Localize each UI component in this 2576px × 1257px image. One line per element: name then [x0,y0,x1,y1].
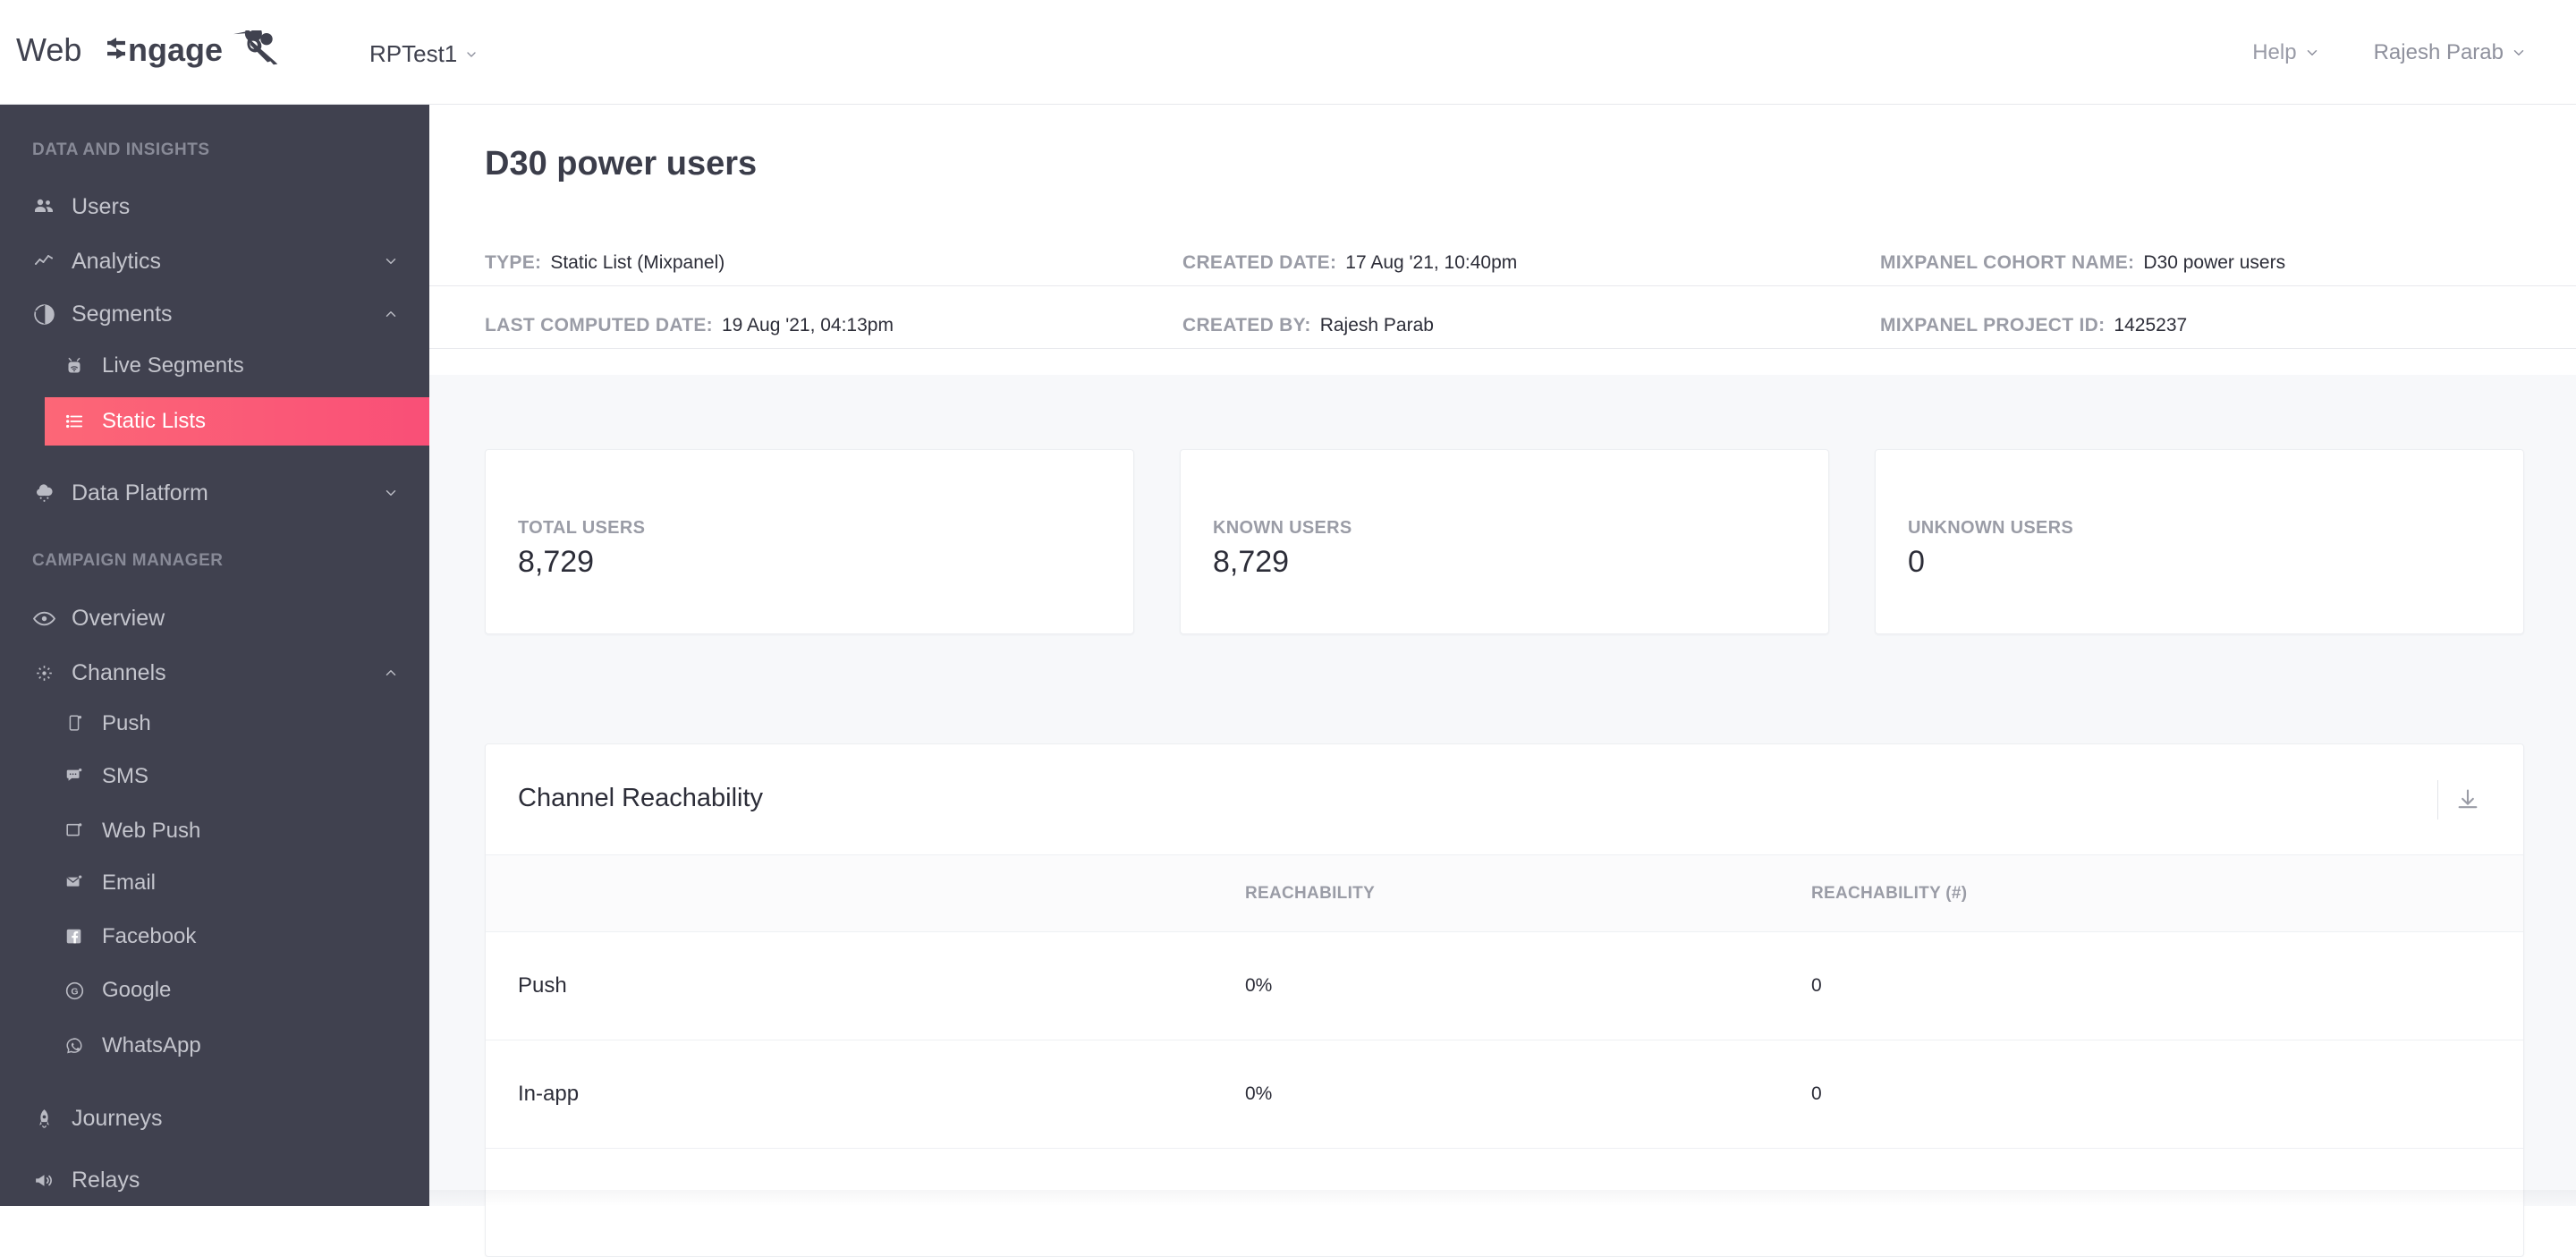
svg-text:ngage: ngage [128,31,223,68]
svg-text:Web: Web [16,31,81,68]
svg-text:G: G [71,986,78,997]
